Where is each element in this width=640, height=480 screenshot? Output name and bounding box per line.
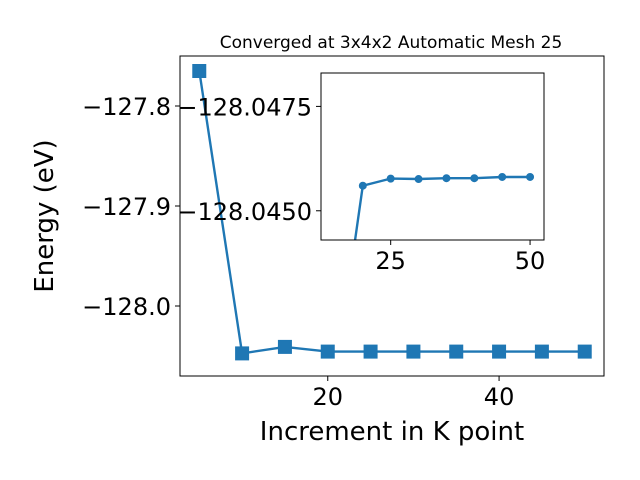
inset-point bbox=[470, 174, 479, 183]
inset-x-tick-label: 25 bbox=[375, 247, 406, 275]
main-y-tick-label: −127.9 bbox=[82, 193, 171, 221]
inset-ticks: 25 50 −128.0475 −128.0450 bbox=[177, 93, 545, 275]
main-plot-area bbox=[192, 64, 592, 361]
main-x-tick-label: 20 bbox=[312, 383, 343, 411]
main-ticks: 20 40 −127.8 −127.9 −128.0 bbox=[82, 93, 514, 411]
inset-point bbox=[498, 172, 507, 181]
inset-y-tick-label: −128.0450 bbox=[177, 198, 312, 226]
main-point bbox=[192, 64, 207, 78]
inset-plot-area bbox=[353, 172, 535, 240]
inset-background bbox=[321, 73, 544, 240]
inset-chart: 25 50 −128.0475 −128.0450 bbox=[177, 72, 545, 275]
main-chart: Converged at 3x4x2 Automatic Mesh 25 20 4… bbox=[30, 33, 605, 447]
main-y-tick-label: −127.8 bbox=[82, 93, 171, 121]
main-point bbox=[577, 344, 592, 359]
inset-point bbox=[358, 181, 367, 190]
main-axes-frame bbox=[179, 55, 605, 377]
inset-point bbox=[526, 172, 535, 181]
main-point bbox=[363, 344, 378, 359]
main-y-tick-label: −128.0 bbox=[82, 293, 171, 321]
x-axis-label: Increment in K point bbox=[260, 417, 524, 447]
chart-title: Converged at 3x4x2 Automatic Mesh 25 bbox=[220, 33, 563, 53]
main-series-line bbox=[198, 70, 585, 355]
main-point bbox=[277, 339, 292, 354]
inset-series-line bbox=[353, 175, 531, 240]
main-x-tick-label: 40 bbox=[484, 383, 515, 411]
main-point bbox=[406, 344, 421, 359]
main-point bbox=[534, 344, 549, 359]
inset-axes-frame bbox=[320, 72, 545, 241]
main-point bbox=[320, 344, 335, 359]
inset-point bbox=[414, 175, 423, 184]
inset-y-tick-label: −128.0475 bbox=[177, 93, 312, 121]
y-axis-label: Energy (eV) bbox=[30, 139, 60, 292]
main-point bbox=[235, 346, 250, 361]
main-point bbox=[492, 344, 507, 359]
main-point bbox=[449, 344, 464, 359]
inset-point bbox=[386, 174, 395, 183]
inset-point bbox=[442, 174, 451, 183]
inset-x-tick-label: 50 bbox=[515, 247, 546, 275]
